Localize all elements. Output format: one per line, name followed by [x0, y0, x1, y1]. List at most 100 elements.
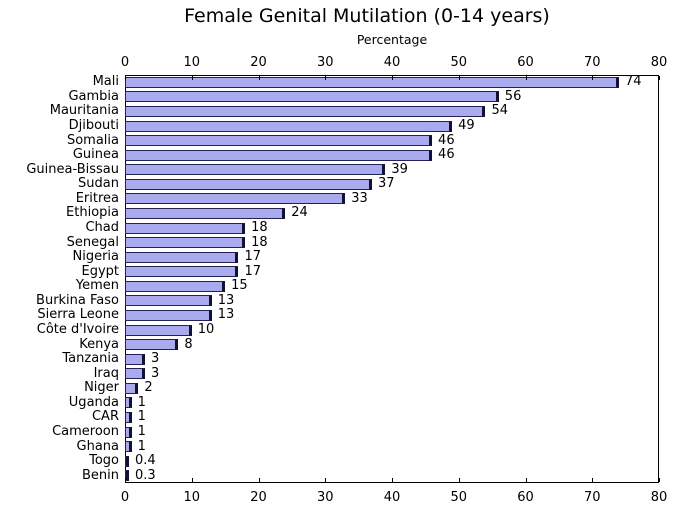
- y-category-label: Guinea-Bissau: [26, 161, 119, 177]
- y-category-label: Tanzania: [62, 351, 119, 367]
- x-tick-label-top: 10: [183, 55, 201, 70]
- x-tick-label-top: 80: [650, 55, 668, 70]
- x-tick-label-bottom: 30: [316, 490, 334, 505]
- bar: [125, 324, 192, 336]
- y-category-label: Eritrea: [75, 190, 119, 206]
- bar: [125, 237, 246, 249]
- bar: [125, 266, 239, 278]
- bar: [125, 339, 179, 351]
- x-tick-mark-bottom: [191, 478, 193, 482]
- y-category-label: Mauritania: [49, 103, 119, 119]
- x-tick-label-top: 50: [450, 55, 468, 70]
- bar-value-label: 46: [438, 132, 455, 148]
- bar-value-label: 49: [458, 118, 475, 133]
- y-category-label: Togo: [89, 453, 119, 469]
- bar: [125, 382, 139, 394]
- x-tick-mark-top: [125, 76, 126, 80]
- bar: [125, 455, 129, 467]
- x-tick-mark-top: [258, 76, 260, 80]
- y-category-label: Senegal: [66, 234, 119, 250]
- bar-value-label: 1: [137, 438, 146, 454]
- bar-value-label: 18: [251, 234, 268, 250]
- x-tick-mark-top: [659, 76, 660, 80]
- bar: [125, 280, 226, 292]
- bar-value-label: 13: [217, 307, 235, 323]
- bar: [125, 149, 433, 161]
- bar-value-label: 3: [151, 351, 160, 367]
- x-tick-mark-bottom: [125, 478, 126, 482]
- x-tick-mark-bottom: [392, 478, 393, 482]
- bar: [125, 120, 453, 132]
- bar-value-label: 17: [244, 249, 262, 265]
- x-tick-mark-top: [392, 76, 393, 80]
- y-category-label: Kenya: [79, 336, 119, 352]
- x-tick-label-bottom: 0: [120, 490, 130, 505]
- bar: [125, 207, 286, 219]
- bar: [125, 397, 132, 409]
- x-tick-mark-top: [592, 76, 594, 80]
- bar: [125, 91, 499, 103]
- bar: [125, 193, 346, 205]
- x-tick-label-bottom: 50: [450, 490, 468, 505]
- x-tick-label-top: 30: [316, 55, 334, 70]
- bar-value-label: 54: [491, 103, 508, 119]
- bar: [125, 251, 239, 263]
- bar: [125, 309, 212, 321]
- chart-title: Female Genital Mutilation (0-14 years): [184, 5, 550, 27]
- x-tick-mark-bottom: [458, 478, 460, 482]
- y-category-label: Somalia: [66, 132, 119, 148]
- bar: [125, 470, 129, 482]
- y-category-label: Chad: [85, 220, 119, 235]
- y-category-label: Gambia: [68, 88, 119, 104]
- x-tick-label-bottom: 70: [583, 490, 601, 505]
- bar-value-label: 17: [244, 263, 262, 279]
- bar-value-label: 3: [151, 365, 160, 381]
- y-category-label: Benin: [81, 467, 119, 483]
- y-category-label: Uganda: [68, 394, 119, 410]
- bar-value-label: 33: [351, 190, 368, 206]
- bar-value-label: 1: [137, 409, 146, 425]
- x-tick-mark-top: [325, 76, 327, 80]
- bar: [125, 441, 132, 453]
- x-tick-mark-bottom: [525, 478, 527, 482]
- y-category-label: Egypt: [81, 263, 119, 279]
- bar: [125, 222, 246, 234]
- bar-value-label: 56: [504, 88, 522, 104]
- y-category-label: Ethiopia: [66, 205, 119, 221]
- y-category-label: Cameroon: [52, 424, 119, 439]
- bar-value-label: 15: [231, 278, 248, 294]
- x-tick-mark-top: [525, 76, 527, 80]
- x-tick-label-top: 60: [517, 55, 534, 70]
- y-category-label: Côte d'Ivoire: [36, 322, 119, 337]
- x-tick-mark-bottom: [325, 478, 327, 482]
- bar: [125, 105, 486, 117]
- y-category-label: Ghana: [76, 438, 120, 454]
- y-category-label: Niger: [84, 380, 119, 396]
- bar-value-label: 74: [624, 74, 642, 90]
- y-category-label: Iraq: [93, 365, 119, 381]
- bar-value-label: 1: [137, 394, 146, 410]
- bar-value-label: 24: [291, 205, 308, 221]
- bar-value-label: 18: [251, 220, 268, 235]
- x-axis-label: Percentage: [356, 32, 428, 47]
- bar: [125, 426, 132, 438]
- bar: [125, 411, 132, 423]
- bar: [125, 353, 146, 365]
- x-tick-mark-bottom: [659, 478, 660, 482]
- bar: [125, 135, 433, 147]
- bar: [125, 178, 372, 190]
- y-category-label: Sierra Leone: [37, 307, 119, 323]
- y-category-label: Mali: [92, 74, 119, 90]
- bar-value-label: 1: [137, 424, 146, 439]
- bar: [125, 295, 212, 307]
- bar-value-label: 10: [197, 322, 215, 337]
- bar: [125, 76, 619, 88]
- bar-value-label: 13: [217, 292, 235, 308]
- bar-value-label: 39: [391, 161, 408, 177]
- y-category-label: CAR: [91, 409, 119, 425]
- x-tick-label-top: 20: [250, 55, 267, 70]
- y-category-label: Guinea: [72, 147, 119, 163]
- y-category-label: Yemen: [75, 278, 119, 294]
- y-category-label: Sudan: [78, 176, 119, 192]
